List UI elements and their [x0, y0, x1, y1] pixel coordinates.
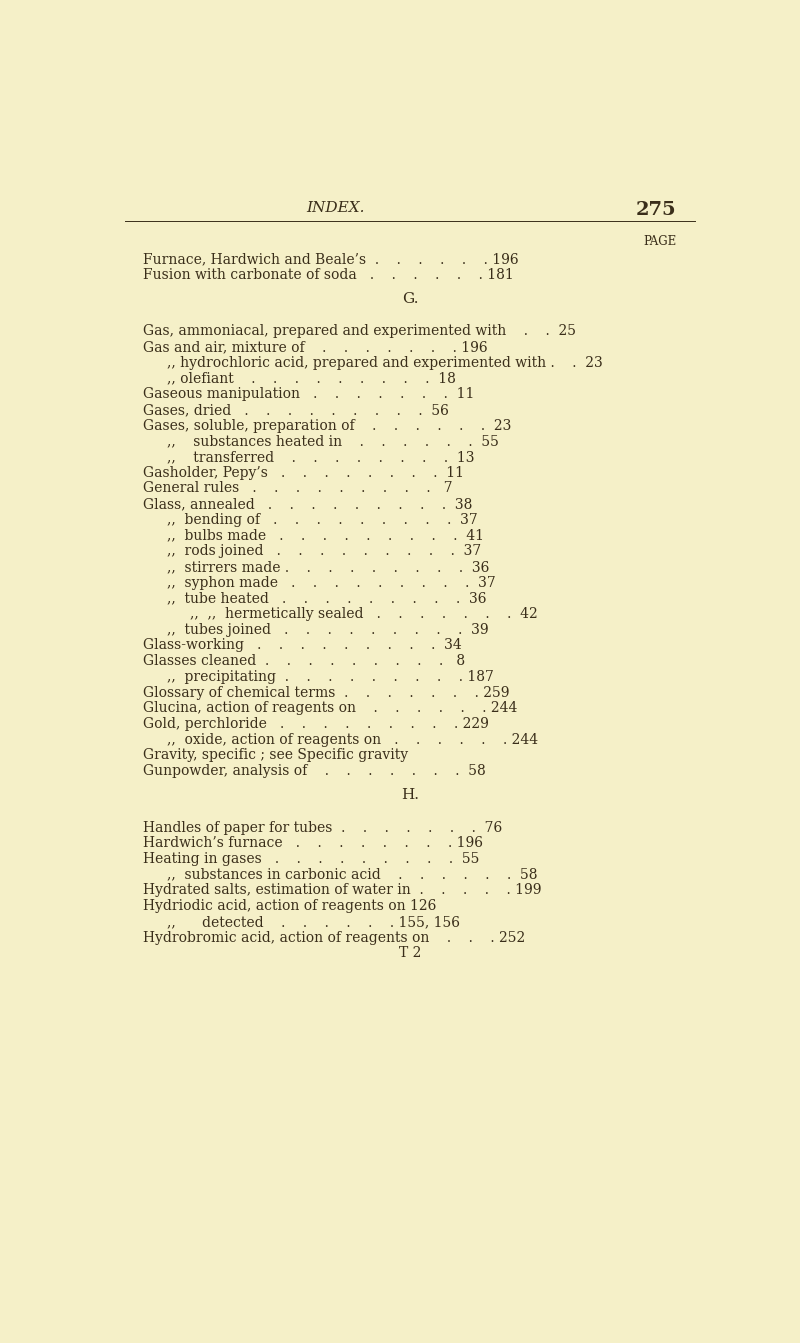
Text: ,,    substances heated in    .    .    .    .    .    .  55: ,, substances heated in . . . . . . 55 — [166, 434, 498, 449]
Text: ,,  ,,  hermetically sealed   .    .    .    .    .    .    .  42: ,, ,, hermetically sealed . . . . . . . … — [190, 607, 538, 620]
Text: Glucina, action of reagents on    .    .    .    .    .    . 244: Glucina, action of reagents on . . . . .… — [143, 701, 518, 716]
Text: Glasses cleaned  .    .    .    .    .    .    .    .    .   8: Glasses cleaned . . . . . . . . . 8 — [143, 654, 466, 669]
Text: Hardwich’s furnace   .    .    .    .    .    .    .    . 196: Hardwich’s furnace . . . . . . . . 196 — [143, 837, 483, 850]
Text: ,,  stirrers made .    .    .    .    .    .    .    .    .  36: ,, stirrers made . . . . . . . . . 36 — [166, 560, 489, 573]
Text: ,,  oxide, action of reagents on   .    .    .    .    .    . 244: ,, oxide, action of reagents on . . . . … — [166, 733, 538, 747]
Text: Gaseous manipulation   .    .    .    .    .    .    .  11: Gaseous manipulation . . . . . . . 11 — [143, 387, 474, 402]
Text: Gunpowder, analysis of    .    .    .    .    .    .    .  58: Gunpowder, analysis of . . . . . . . 58 — [143, 764, 486, 778]
Text: ,,  bulbs made   .    .    .    .    .    .    .    .    .  41: ,, bulbs made . . . . . . . . . 41 — [166, 529, 484, 543]
Text: G.: G. — [402, 291, 418, 306]
Text: Gases, dried   .    .    .    .    .    .    .    .    .  56: Gases, dried . . . . . . . . . 56 — [143, 403, 450, 416]
Text: H.: H. — [401, 788, 419, 803]
Text: ,, hydrochloric acid, prepared and experimented with .    .  23: ,, hydrochloric acid, prepared and exper… — [166, 356, 602, 369]
Text: Gold, perchloride   .    .    .    .    .    .    .    .    . 229: Gold, perchloride . . . . . . . . . 229 — [143, 717, 490, 731]
Text: ,,  bending of   .    .    .    .    .    .    .    .    .  37: ,, bending of . . . . . . . . . 37 — [166, 513, 478, 526]
Text: Gas and air, mixture of    .    .    .    .    .    .    . 196: Gas and air, mixture of . . . . . . . 19… — [143, 340, 488, 355]
Text: Gases, soluble, preparation of    .    .    .    .    .    .  23: Gases, soluble, preparation of . . . . .… — [143, 419, 512, 432]
Text: Furnace, Hardwich and Beale’s  .    .    .    .    .    . 196: Furnace, Hardwich and Beale’s . . . . . … — [143, 252, 519, 266]
Text: PAGE: PAGE — [643, 235, 677, 248]
Text: ,,    transferred    .    .    .    .    .    .    .    .  13: ,, transferred . . . . . . . . 13 — [166, 450, 474, 463]
Text: Glossary of chemical terms  .    .    .    .    .    .    . 259: Glossary of chemical terms . . . . . . .… — [143, 685, 510, 700]
Text: INDEX.: INDEX. — [306, 201, 365, 215]
Text: Glass, annealed   .    .    .    .    .    .    .    .    .  38: Glass, annealed . . . . . . . . . 38 — [143, 497, 473, 512]
Text: Hydrobromic acid, action of reagents on    .    .    . 252: Hydrobromic acid, action of reagents on … — [143, 931, 526, 944]
Text: Hydriodic acid, action of reagents on 126: Hydriodic acid, action of reagents on 12… — [143, 900, 437, 913]
Text: ,,  precipitating  .    .    .    .    .    .    .    .    . 187: ,, precipitating . . . . . . . . . 187 — [166, 670, 494, 684]
Text: Gas, ammoniacal, prepared and experimented with    .    .  25: Gas, ammoniacal, prepared and experiment… — [143, 324, 576, 338]
Text: ,,  tube heated   .    .    .    .    .    .    .    .    .  36: ,, tube heated . . . . . . . . . 36 — [166, 591, 486, 606]
Text: ,,  rods joined   .    .    .    .    .    .    .    .    .  37: ,, rods joined . . . . . . . . . 37 — [166, 544, 481, 559]
Text: Gravity, specific ; see Specific gravity: Gravity, specific ; see Specific gravity — [143, 748, 409, 763]
Text: ,,  substances in carbonic acid    .    .    .    .    .    .  58: ,, substances in carbonic acid . . . . .… — [166, 868, 537, 882]
Text: 275: 275 — [636, 201, 677, 219]
Text: Hydrated salts, estimation of water in  .    .    .    .    . 199: Hydrated salts, estimation of water in .… — [143, 884, 542, 897]
Text: Handles of paper for tubes  .    .    .    .    .    .    .  76: Handles of paper for tubes . . . . . . .… — [143, 821, 502, 834]
Text: ,,  tubes joined   .    .    .    .    .    .    .    .    .  39: ,, tubes joined . . . . . . . . . 39 — [166, 623, 488, 637]
Text: General rules   .    .    .    .    .    .    .    .    .   7: General rules . . . . . . . . . 7 — [143, 481, 453, 496]
Text: Gasholder, Pepy’s   .    .    .    .    .    .    .    .  11: Gasholder, Pepy’s . . . . . . . . 11 — [143, 466, 464, 479]
Text: ,,  syphon made   .    .    .    .    .    .    .    .    .  37: ,, syphon made . . . . . . . . . 37 — [166, 576, 495, 590]
Text: Glass-working   .    .    .    .    .    .    .    .    .  34: Glass-working . . . . . . . . . 34 — [143, 638, 462, 653]
Text: ,,      detected    .    .    .    .    .    . 155, 156: ,, detected . . . . . . 155, 156 — [166, 915, 460, 929]
Text: Heating in gases   .    .    .    .    .    .    .    .    .  55: Heating in gases . . . . . . . . . 55 — [143, 851, 480, 866]
Text: ,, olefiant    .    .    .    .    .    .    .    .    .  18: ,, olefiant . . . . . . . . . 18 — [166, 372, 455, 385]
Text: Fusion with carbonate of soda   .    .    .    .    .    . 181: Fusion with carbonate of soda . . . . . … — [143, 267, 514, 282]
Text: T 2: T 2 — [399, 947, 421, 960]
